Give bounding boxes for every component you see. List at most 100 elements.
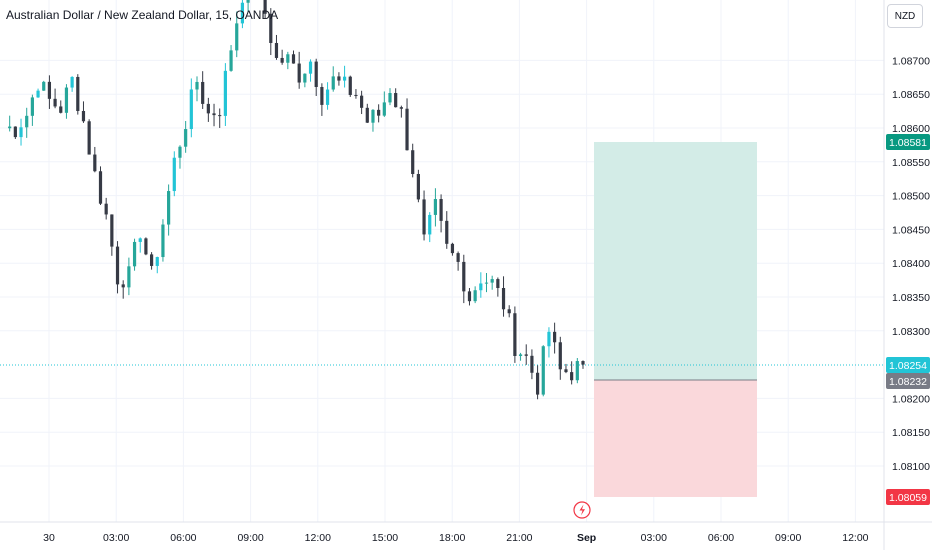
candle-body — [467, 291, 472, 302]
y-tick-label: 1.08350 — [892, 292, 930, 304]
last-price-badge: 1.08254 — [886, 357, 930, 373]
x-tick-label: 12:00 — [305, 532, 331, 544]
candle-body — [484, 282, 489, 284]
candle-body — [547, 331, 551, 347]
svg-text:1.08254: 1.08254 — [889, 360, 927, 372]
x-tick-label: 03:00 — [641, 532, 667, 544]
candle-body — [98, 171, 103, 204]
loss-zone — [594, 380, 757, 497]
candle-body — [337, 76, 341, 81]
candle-body — [149, 254, 154, 266]
candle-body — [47, 81, 52, 99]
candle-body — [184, 129, 188, 147]
candle-body — [399, 107, 403, 109]
x-tick-label: 15:00 — [372, 532, 398, 544]
x-tick-label: 09:00 — [237, 532, 263, 544]
candle-body — [377, 109, 381, 116]
x-tick-label: 21:00 — [506, 532, 532, 544]
candle-body — [206, 103, 210, 114]
candle-body — [280, 57, 284, 63]
candle-body — [405, 108, 409, 151]
candle-body — [496, 279, 500, 289]
y-tick-label: 1.08600 — [892, 123, 930, 135]
candle-body — [303, 73, 307, 83]
candle-body — [189, 89, 193, 130]
candle-body — [81, 110, 86, 122]
candle-body — [269, 13, 273, 43]
chart-title: Australian Dollar / New Zealand Dollar, … — [6, 8, 279, 22]
candle-body — [581, 361, 585, 365]
y-tick-label: 1.08100 — [892, 461, 930, 473]
candle-body — [501, 288, 506, 310]
candle-body — [462, 261, 466, 292]
candle-body — [450, 243, 455, 254]
candle-body — [70, 76, 74, 88]
candle-body — [388, 93, 392, 103]
candle-body — [553, 331, 557, 343]
price-axis: 1.08100 1.08150 1.08200 1.08300 1.08350 1.084… — [892, 55, 930, 473]
candle-body — [132, 241, 137, 267]
candle-body — [394, 93, 398, 108]
currency-button[interactable]: NZD — [887, 4, 923, 28]
svg-text:1.08232: 1.08232 — [889, 376, 927, 388]
flash-icon[interactable] — [573, 501, 591, 519]
candle-body — [30, 97, 34, 116]
y-tick-label: 1.08400 — [892, 258, 930, 270]
candle-body — [360, 95, 364, 108]
candle-body — [575, 361, 579, 381]
x-tick-label: Sep — [577, 532, 596, 544]
candle-body — [155, 257, 159, 266]
candle-body — [308, 61, 313, 74]
candle-body — [138, 238, 142, 242]
candle-body — [490, 279, 494, 283]
candle-body — [223, 70, 227, 116]
candle-body — [172, 157, 176, 192]
candle-body — [314, 61, 318, 87]
candles — [8, 0, 585, 400]
candle-body — [456, 253, 460, 262]
candle-body — [507, 309, 511, 314]
time-axis: 30 03:00 06:00 09:00 12:00 15:00 18:00 21:00 Sep… — [43, 532, 869, 544]
candle-body — [473, 290, 477, 302]
candle-body — [416, 173, 420, 200]
candle-body — [354, 94, 358, 96]
candle-body — [53, 98, 57, 107]
candle-body — [371, 109, 375, 123]
candle-body — [513, 313, 517, 356]
candle-body — [110, 214, 114, 247]
candle-body — [365, 107, 369, 123]
candle-body — [348, 76, 352, 95]
candle-body — [342, 76, 347, 81]
y-tick-label: 1.08550 — [892, 157, 930, 169]
y-tick-label: 1.08150 — [892, 427, 930, 439]
candle-body — [382, 102, 386, 116]
candle-body — [115, 246, 120, 285]
target-price-badge: 1.08581 — [886, 134, 930, 150]
candle-body — [297, 63, 301, 83]
candle-body — [331, 76, 335, 90]
candle-body — [530, 355, 534, 373]
candle-body — [320, 86, 324, 105]
candle-body — [144, 238, 148, 255]
candle-body — [218, 115, 222, 117]
candle-body — [274, 42, 279, 58]
x-tick-label: 12:00 — [842, 532, 868, 544]
candle-body — [13, 126, 17, 138]
candle-body — [93, 154, 97, 172]
candle-body — [541, 346, 545, 395]
candle-body — [161, 224, 165, 258]
candle-body — [195, 81, 199, 90]
x-tick-label: 18:00 — [439, 532, 465, 544]
candle-body — [411, 150, 415, 174]
entry-price-badge: 1.08232 — [886, 373, 930, 389]
candle-body — [558, 342, 562, 370]
candle-body — [291, 54, 296, 64]
candle-body — [325, 89, 330, 105]
candle-body — [439, 199, 443, 221]
candle-body — [25, 115, 29, 128]
y-tick-label: 1.08200 — [892, 393, 930, 405]
y-tick-label: 1.08450 — [892, 224, 930, 236]
x-tick-label: 03:00 — [103, 532, 129, 544]
candle-body — [524, 354, 528, 356]
